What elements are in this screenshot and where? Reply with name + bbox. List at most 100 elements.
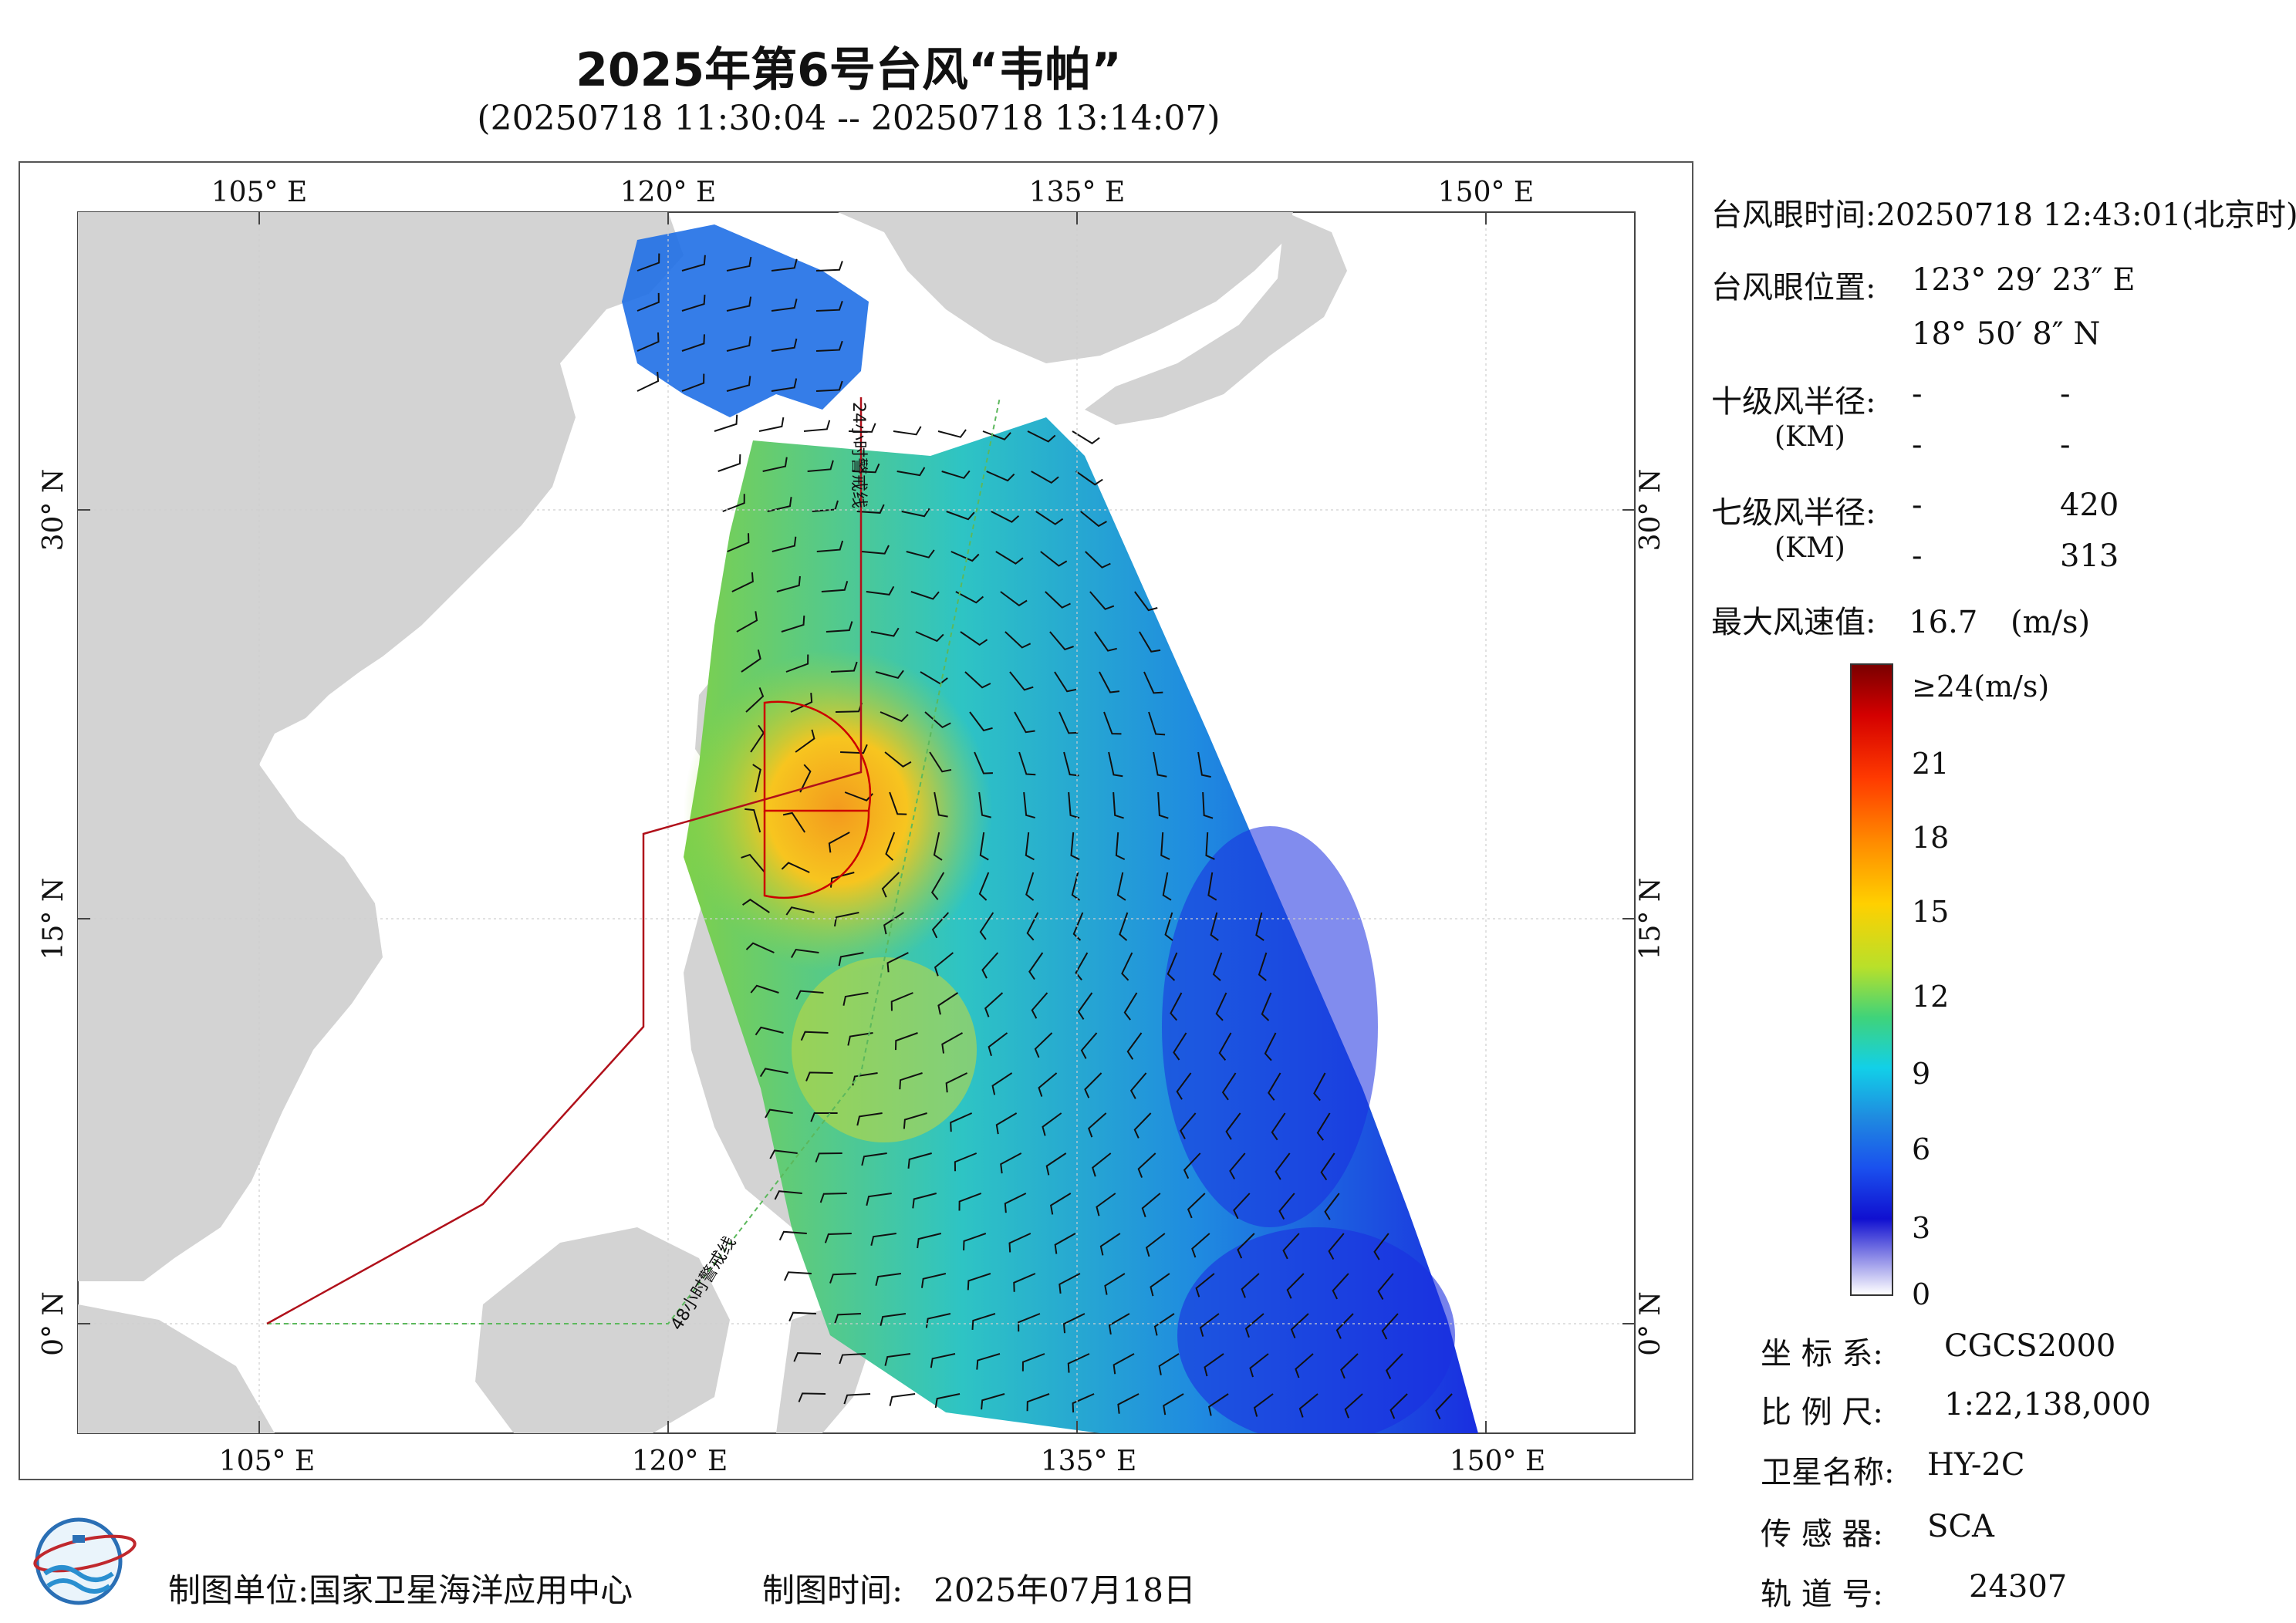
eye-time-label: 台风眼时间: xyxy=(1711,197,1876,233)
lon-label-105-top: 105° E xyxy=(211,177,307,208)
wind-barb xyxy=(1035,511,1064,525)
lon-label-120-bottom: 120° E xyxy=(632,1446,728,1477)
mid-wind-band xyxy=(792,957,977,1142)
wind-barb xyxy=(1381,1313,1399,1340)
wind-barb xyxy=(1143,671,1163,694)
wind-barb xyxy=(847,1032,873,1046)
lon-labels-top: 105° E 120° E 135° E 150° E xyxy=(211,177,1534,208)
colorbar-label-0: 0 xyxy=(1912,1277,1931,1311)
wind-barb xyxy=(1218,1032,1232,1061)
wind-barb xyxy=(896,467,926,477)
colorbar-label-21: 21 xyxy=(1912,747,1950,781)
lat-label-0-left: 0° N xyxy=(38,1291,69,1356)
wind-barb xyxy=(1205,832,1215,860)
wind-barb xyxy=(960,631,988,646)
wind-barb xyxy=(848,423,876,433)
wind-barb xyxy=(866,585,895,596)
wind-barb xyxy=(1180,1112,1197,1139)
wind-barb xyxy=(781,862,810,873)
wind-barb xyxy=(982,430,1011,440)
wind-barb xyxy=(681,334,705,352)
wind-barb xyxy=(991,511,1020,523)
colorbar-label-9: 9 xyxy=(1912,1057,1931,1091)
wind-barb xyxy=(1004,631,1032,649)
colorbar-label-6: 6 xyxy=(1912,1132,1931,1166)
wind-barb xyxy=(1049,631,1074,651)
wind-barb xyxy=(1199,1313,1220,1337)
wind-barb xyxy=(1210,912,1219,941)
wind-barb xyxy=(790,693,813,713)
footer-time-value: 2025年07月18日 xyxy=(934,1571,1196,1609)
wind-barb xyxy=(934,952,954,977)
wind-barb xyxy=(1435,1393,1453,1420)
wind-barb xyxy=(1045,1152,1067,1176)
lon-label-135-bottom: 135° E xyxy=(1041,1446,1136,1477)
wind-barb xyxy=(1089,591,1115,610)
nsoas-logo-icon xyxy=(33,1517,137,1605)
wind-barb xyxy=(785,906,815,916)
wind-barb xyxy=(1099,1233,1121,1256)
wind-barb xyxy=(745,687,765,713)
wind-barb xyxy=(1386,1353,1403,1379)
wind-barb xyxy=(886,952,909,973)
wind-barb xyxy=(762,457,788,472)
wind-barb xyxy=(984,992,1004,1017)
wind-barb xyxy=(946,511,975,521)
eye-time-row: 台风眼时间:20250718 12:43:01(北京时) xyxy=(1711,190,2296,235)
wind-barb xyxy=(1072,1393,1095,1413)
wind-barb xyxy=(1290,1313,1309,1339)
wind-barb xyxy=(1153,1313,1175,1336)
wind-barb xyxy=(1344,1393,1363,1419)
wind-barb xyxy=(906,549,935,558)
wind-barb xyxy=(981,1393,1005,1410)
wind-barb xyxy=(861,1152,887,1166)
wind-barb xyxy=(1225,1112,1241,1140)
wind-barb xyxy=(816,540,844,552)
wind-barb xyxy=(971,1313,996,1330)
wind-barb xyxy=(1119,912,1129,941)
colorbar-label-3: 3 xyxy=(1912,1211,1931,1245)
wind-barb xyxy=(995,1112,1018,1135)
wind-barb xyxy=(915,631,944,643)
wind-barb xyxy=(1067,1353,1090,1373)
wind-barb xyxy=(934,791,948,818)
wind-barb xyxy=(934,1393,961,1409)
wind-barb xyxy=(736,611,758,633)
wind-barb xyxy=(870,627,900,637)
r7-value-3: - xyxy=(1912,538,1923,574)
wind-barb xyxy=(1085,551,1111,569)
wind-barb xyxy=(1104,1273,1126,1295)
wind-barb xyxy=(1027,430,1056,443)
wind-barb xyxy=(726,296,752,312)
wind-barb xyxy=(750,984,779,994)
wind-barb xyxy=(714,414,738,432)
wind-barb xyxy=(1237,1233,1255,1259)
wind-barb xyxy=(805,1071,833,1081)
wind-barb xyxy=(1080,511,1107,528)
wind-barb xyxy=(1070,832,1080,861)
wind-barb xyxy=(1008,1233,1032,1253)
wind-barb xyxy=(1271,1112,1286,1141)
wind-barb xyxy=(742,899,770,913)
wind-barb xyxy=(1034,1032,1053,1058)
wind-barb xyxy=(884,1353,911,1366)
wind-barb xyxy=(1063,751,1079,777)
wind-barb xyxy=(1261,992,1272,1021)
wind-barb xyxy=(772,536,797,552)
lat-label-30-right: 30° N xyxy=(1635,469,1666,552)
wind-barb xyxy=(1099,671,1120,693)
wind-barb xyxy=(1241,1273,1260,1298)
wind-barb xyxy=(1094,631,1117,652)
wind-barb xyxy=(925,1313,951,1328)
wind-barb xyxy=(930,1353,956,1368)
wind-barb xyxy=(722,494,745,512)
wind-barb xyxy=(917,1233,942,1249)
wind-barb xyxy=(1278,1193,1295,1220)
wind-barb xyxy=(1133,1112,1152,1139)
wind-barb xyxy=(1059,711,1079,734)
wind-barb xyxy=(1255,912,1264,941)
wind-barb xyxy=(1173,1032,1187,1061)
wind-barb xyxy=(1295,1353,1314,1378)
wind-barb xyxy=(885,832,896,861)
wind-barb xyxy=(903,1112,927,1129)
